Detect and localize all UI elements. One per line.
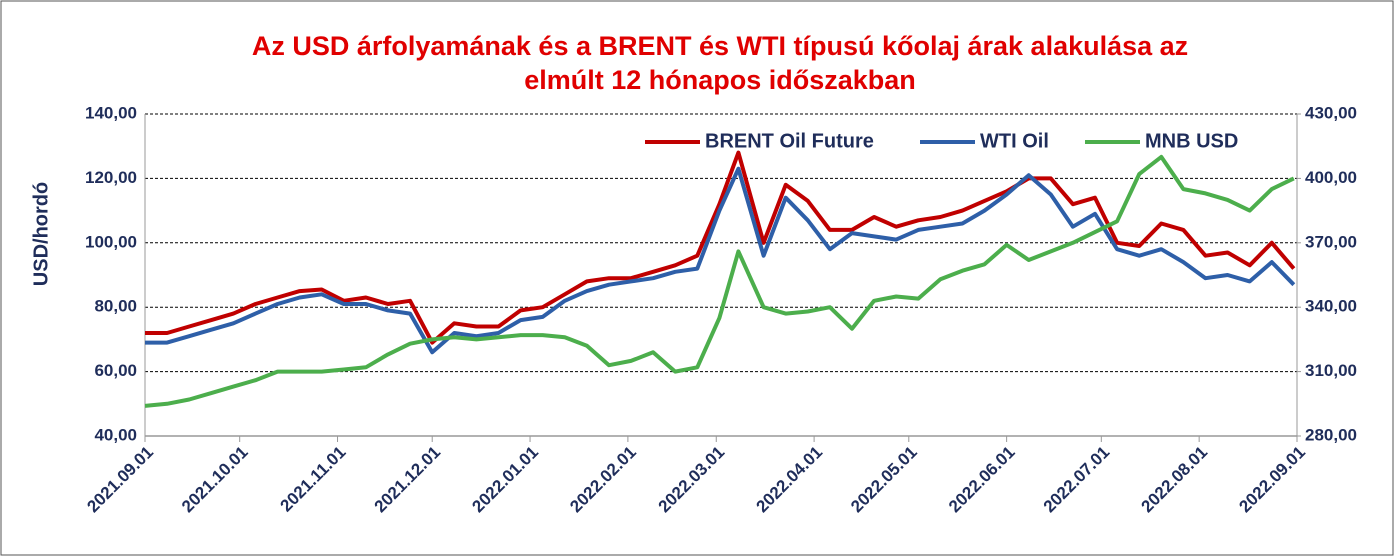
- y-axis-label: USD/hordó: [30, 182, 52, 286]
- y2-tick-label: 280,00: [1305, 425, 1357, 444]
- y-tick-label: 100,00: [85, 232, 137, 251]
- y-tick-label: 80,00: [94, 297, 137, 316]
- series-line: [144, 154, 1295, 408]
- legend-label: WTI Oil: [980, 130, 1049, 152]
- y-tick-label: 60,00: [94, 361, 137, 380]
- y2-tick-label: 340,00: [1305, 297, 1357, 316]
- y-tick-label: 40,00: [94, 425, 137, 444]
- series-line: [145, 166, 1296, 355]
- y2-tick-label: 400,00: [1305, 168, 1357, 187]
- legend-label: BRENT Oil Future: [705, 130, 874, 152]
- chart-title: Az USD árfolyamának és a BRENT és WTI tí…: [252, 31, 1188, 61]
- y2-tick-label: 370,00: [1305, 232, 1357, 251]
- y2-tick-label: 430,00: [1305, 103, 1357, 122]
- series-line: [145, 150, 1296, 345]
- y-tick-label: 140,00: [85, 103, 137, 122]
- legend-label: MNB USD: [1145, 130, 1238, 152]
- y-tick-label: 120,00: [85, 168, 137, 187]
- y2-tick-label: 310,00: [1305, 361, 1357, 380]
- chart-title: elmúlt 12 hónapos időszakban: [524, 65, 916, 95]
